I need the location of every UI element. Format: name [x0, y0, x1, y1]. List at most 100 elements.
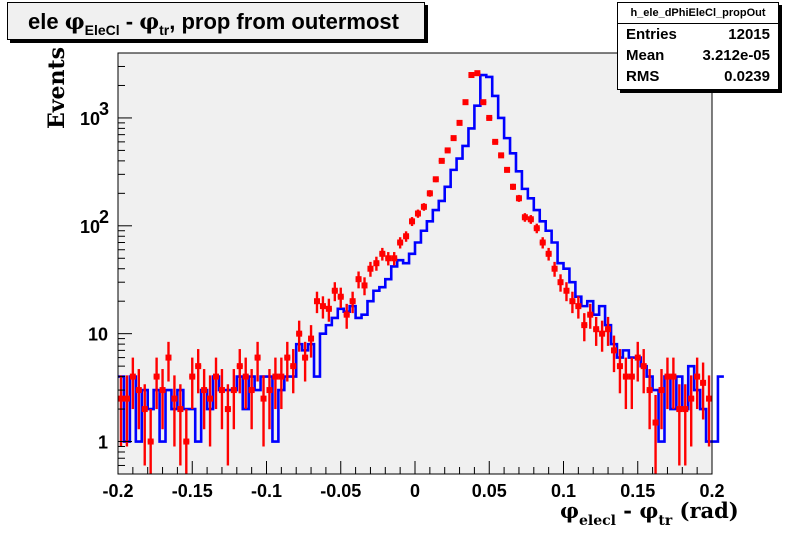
red-data-point: [575, 296, 582, 319]
red-marker: [159, 387, 166, 394]
red-data-point: [242, 357, 249, 410]
red-marker: [658, 387, 665, 394]
red-marker: [676, 406, 683, 413]
stats-label: Mean: [626, 47, 665, 64]
red-data-point: [379, 247, 386, 261]
red-data-point: [670, 357, 677, 410]
red-data-point: [593, 316, 600, 346]
red-marker: [420, 203, 427, 210]
red-data-point: [486, 114, 493, 121]
red-marker: [599, 330, 606, 337]
red-data-point: [218, 369, 225, 430]
red-marker: [278, 373, 285, 380]
red-data-point: [510, 183, 517, 190]
x-tick-label: 0.1: [551, 481, 576, 501]
red-data-point: [189, 357, 196, 410]
red-data-point: [450, 135, 457, 142]
red-points-layer: [117, 70, 713, 474]
stats-value: 0.0239: [724, 68, 770, 85]
red-data-point: [355, 271, 362, 289]
red-marker: [236, 363, 243, 370]
red-data-point: [700, 362, 707, 420]
red-data-point: [640, 349, 647, 394]
red-marker: [141, 406, 148, 413]
xlabel-phi2: φ: [639, 498, 659, 523]
red-data-point: [533, 223, 540, 234]
red-data-point: [207, 375, 214, 447]
red-marker: [302, 354, 309, 361]
red-data-point: [236, 349, 243, 394]
red-marker: [325, 305, 332, 312]
red-marker: [123, 395, 130, 402]
plot-frame-background: [118, 53, 712, 474]
title-post: , prop from outermost: [169, 9, 399, 34]
red-data-point: [616, 349, 623, 394]
red-marker: [373, 260, 380, 267]
title-pre: ele: [28, 9, 65, 34]
red-data-point: [183, 409, 190, 474]
axis-layer: -0.2 -0.15 -0.1 -0.05 0 0.05 0.1 0.15 0.21101021…: [80, 52, 725, 501]
red-data-point: [610, 335, 617, 373]
red-data-point: [676, 384, 683, 466]
red-marker: [183, 438, 190, 445]
red-marker: [391, 255, 398, 262]
red-marker: [308, 335, 315, 342]
red-marker: [450, 135, 457, 142]
red-data-point: [367, 261, 374, 277]
red-data-point: [563, 282, 570, 302]
red-data-point: [622, 357, 629, 410]
xlabel-mid: -: [616, 498, 640, 523]
red-data-point: [296, 320, 303, 352]
x-tick-label: 0.05: [472, 481, 507, 501]
red-marker: [533, 225, 540, 232]
red-marker: [527, 216, 534, 223]
red-data-point: [266, 369, 273, 430]
red-data-point: [230, 369, 237, 430]
red-marker: [652, 419, 659, 426]
red-marker: [539, 239, 546, 246]
red-data-point: [551, 261, 558, 277]
red-data-point: [195, 349, 202, 394]
red-data-point: [201, 369, 208, 430]
red-marker: [409, 218, 416, 225]
x-tick-label: -0.1: [251, 481, 282, 501]
red-marker: [616, 363, 623, 370]
red-marker: [343, 311, 350, 318]
red-marker: [331, 287, 338, 294]
y-tick-exponent: 2: [99, 207, 109, 227]
red-marker: [272, 373, 279, 380]
red-data-point: [557, 274, 564, 292]
stats-box: h_ele_dPhiEleCl_propOut Entries 12015 Me…: [617, 2, 779, 90]
red-marker: [444, 147, 451, 154]
xlabel-post: (rad): [672, 498, 739, 523]
red-data-point: [456, 119, 463, 126]
red-marker: [610, 347, 617, 354]
red-data-point: [658, 369, 665, 430]
red-marker: [521, 214, 528, 221]
red-data-point: [444, 147, 451, 154]
red-data-point: [302, 341, 309, 382]
red-data-point: [117, 375, 124, 447]
title-phi: φ: [64, 9, 85, 35]
red-marker: [664, 373, 671, 380]
red-data-point: [129, 357, 136, 410]
red-marker: [640, 363, 647, 370]
red-marker: [129, 373, 136, 380]
red-marker: [462, 99, 469, 106]
red-marker: [563, 287, 570, 294]
stats-row-rms: RMS 0.0239: [618, 66, 778, 87]
chart-title: ele φEleCl - φtr, prop from outermost: [7, 2, 425, 40]
red-marker: [622, 373, 629, 380]
red-marker: [397, 239, 404, 246]
red-marker: [290, 363, 297, 370]
red-marker: [284, 354, 291, 361]
red-data-point: [153, 357, 160, 410]
red-marker: [504, 166, 511, 173]
red-data-point: [284, 341, 291, 382]
red-data-point: [432, 176, 439, 183]
x-tick-label: 0.15: [620, 481, 655, 501]
red-data-point: [349, 291, 356, 314]
x-tick-label: -0.15: [172, 481, 213, 501]
red-data-point: [694, 357, 701, 410]
